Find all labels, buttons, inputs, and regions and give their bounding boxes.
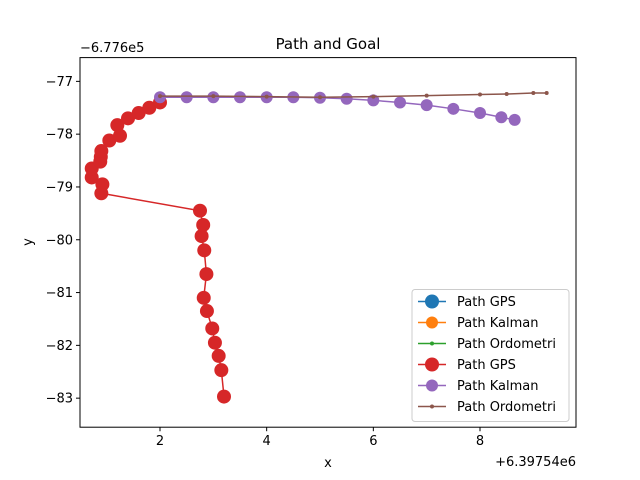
plot-frame <box>79 57 577 428</box>
x-offset-label: +6.39754e6 <box>495 455 576 470</box>
data-point <box>217 389 231 404</box>
y-tick-label: −81 <box>46 286 73 301</box>
legend-swatch-marker <box>430 404 434 409</box>
legend-swatch-marker <box>425 357 439 372</box>
data-point <box>447 102 460 115</box>
y-axis-label: y <box>21 238 36 246</box>
data-point <box>102 133 117 148</box>
series-line <box>160 92 547 98</box>
legend-box <box>411 289 570 422</box>
data-point <box>340 92 353 105</box>
x-axis: 2 4 6 8 <box>156 427 484 449</box>
legend-swatch-marker <box>426 379 438 392</box>
legend-label: Path Kalman <box>457 316 538 331</box>
legend-label: Path Ordometri <box>457 400 556 415</box>
legend-label: Path GPS <box>457 295 516 310</box>
data-point <box>196 290 211 305</box>
data-point <box>158 94 162 99</box>
data-point <box>394 96 406 109</box>
data-point <box>199 267 214 282</box>
data-point <box>94 144 109 159</box>
series-5 <box>158 90 549 100</box>
legend-label: Path GPS <box>457 358 516 373</box>
legend-entry: Path Ordometri <box>418 400 556 415</box>
x-tick-label: 8 <box>476 434 484 449</box>
data-point <box>180 91 193 104</box>
data-point <box>194 229 209 244</box>
x-tick-label: 4 <box>263 434 271 449</box>
data-point <box>318 95 322 100</box>
legend-entry: Path GPS <box>418 294 516 310</box>
data-point <box>508 113 521 126</box>
legend-swatch-marker <box>425 294 439 309</box>
legend-swatch-marker <box>426 316 438 329</box>
data-point <box>234 91 246 104</box>
legend-entry: Path Kalman <box>418 316 538 331</box>
legend-entry: Path Kalman <box>418 379 538 394</box>
y-tick-label: −80 <box>46 233 73 248</box>
data-point <box>371 94 376 99</box>
data-point <box>211 94 216 99</box>
legend-swatch-marker <box>430 341 434 346</box>
data-point <box>199 304 214 319</box>
data-point <box>495 111 508 124</box>
data-point <box>504 92 509 97</box>
legend-entry: Path Ordometri <box>418 337 556 352</box>
y-tick-label: −77 <box>46 75 73 90</box>
data-point <box>196 217 211 232</box>
data-point <box>142 100 157 115</box>
y-tick-label: −82 <box>46 339 73 354</box>
data-point <box>424 93 429 98</box>
series-3 <box>84 95 231 404</box>
data-point <box>95 177 110 192</box>
legend: Path GPS Path Kalman Path Ordometri Path GP… <box>411 289 570 422</box>
legend-label: Path Ordometri <box>457 337 556 352</box>
y-tick-label: −78 <box>46 128 73 143</box>
data-point <box>193 203 207 218</box>
legend-entry: Path GPS <box>418 357 516 373</box>
data-point <box>121 111 135 126</box>
data-point <box>474 107 486 120</box>
y-tick-label: −79 <box>46 180 73 195</box>
data-point <box>264 94 269 99</box>
data-point <box>211 348 226 363</box>
data-point <box>110 118 125 133</box>
data-point <box>478 92 482 97</box>
data-point <box>207 335 222 350</box>
series-4 <box>154 91 521 126</box>
x-tick-label: 6 <box>369 434 377 449</box>
data-point <box>420 99 433 112</box>
data-point <box>131 106 146 121</box>
chart-title: Path and Goal <box>276 35 381 53</box>
data-point <box>113 128 127 143</box>
data-point <box>197 243 212 258</box>
x-tick-label: 2 <box>156 434 164 449</box>
legend-label: Path Kalman <box>457 379 538 394</box>
data-point <box>205 321 220 336</box>
x-axis-label: x <box>324 456 332 471</box>
data-point <box>214 363 229 378</box>
y-axis: −77 −78 −79 −80 −81 −82 −83 <box>46 75 80 407</box>
data-point <box>531 90 536 95</box>
data-point <box>544 90 549 95</box>
y-offset-label: −6.776e5 <box>80 41 144 56</box>
y-tick-label: −83 <box>46 392 73 407</box>
